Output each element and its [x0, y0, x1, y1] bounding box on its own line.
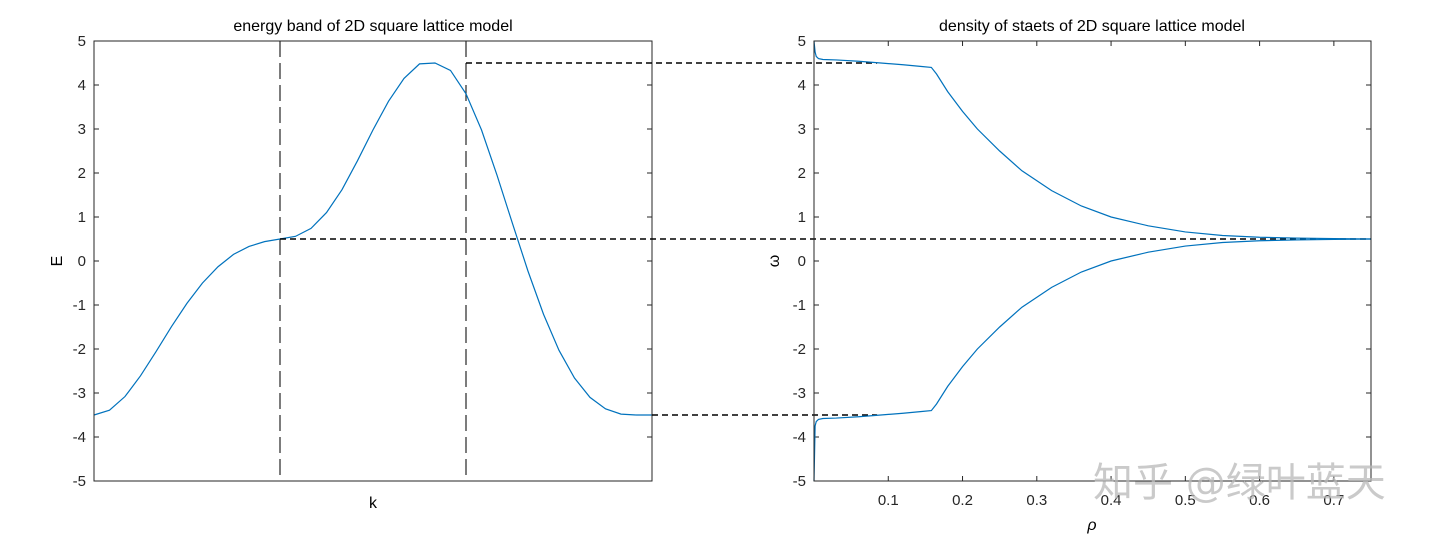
energy-band-y-tick-label: -4	[73, 429, 86, 446]
energy-band-y-tick-label: -1	[73, 297, 86, 314]
connector-lines	[280, 62, 1371, 416]
energy-band-y-tick-label: 4	[78, 77, 86, 94]
energy-band-y-tick-label: -2	[73, 341, 86, 358]
dos-series	[813, 40, 1372, 482]
dos-y-tick-label: -1	[793, 297, 806, 314]
dos-x-tick-label: 0.2	[952, 492, 973, 509]
energy-band-guides	[279, 41, 467, 481]
dos-y-tick-label: 2	[798, 165, 806, 182]
dos-lower-branch	[813, 238, 1372, 482]
energy-band-frame	[93, 40, 653, 482]
dos-x-ticks: 0.1 0.2 0.3 0.4 0.5 0.6 0.7	[878, 41, 1344, 509]
energy-band-y-tick-label: 0	[78, 253, 86, 270]
energy-band-y-tick-label: 2	[78, 165, 86, 182]
dos-y-tick-label: 1	[798, 209, 806, 226]
dos-y-tick-label: 5	[798, 33, 806, 50]
dos-title: density of staets of 2D square lattice m…	[939, 18, 1245, 35]
energy-band-line	[93, 62, 652, 416]
dos-x-tick-label: 0.4	[1101, 492, 1122, 509]
energy-band-series	[93, 62, 652, 416]
energy-band-xlabel: k	[369, 495, 378, 512]
dos-y-tick-label: 0	[798, 253, 806, 270]
energy-band-title: energy band of 2D square lattice model	[233, 18, 512, 35]
dos-y-tick-label: 3	[798, 121, 806, 138]
density-of-states-axes: density of staets of 2D square lattice m…	[766, 18, 1372, 534]
dos-ylabel: ω	[766, 255, 783, 268]
dos-y-tick-label: -3	[793, 385, 806, 402]
dos-y-tick-label: -4	[793, 429, 806, 446]
dos-y-tick-label: 4	[798, 77, 806, 94]
dos-frame	[813, 40, 1372, 482]
energy-band-y-tick-label: 5	[78, 33, 86, 50]
dos-x-tick-label: 0.3	[1026, 492, 1047, 509]
energy-band-y-tick-label: 3	[78, 121, 86, 138]
dos-y-tick-label: -5	[793, 473, 806, 490]
energy-band-y-tick-label: -5	[73, 473, 86, 490]
energy-band-ylabel: E	[49, 256, 66, 267]
dos-x-tick-label: 0.1	[878, 492, 899, 509]
watermark: 知乎 @绿叶蓝天	[1093, 460, 1386, 506]
dos-x-tick-label: 0.5	[1175, 492, 1196, 509]
dos-x-tick-label: 0.7	[1323, 492, 1344, 509]
dos-x-tick-label: 0.6	[1249, 492, 1270, 509]
energy-band-y-tick-label: -3	[73, 385, 86, 402]
energy-band-y-tick-label: 1	[78, 209, 86, 226]
dos-xlabel: ρ	[1086, 517, 1096, 534]
energy-band-y-ticks: -5 -4 -3 -2 -1 0 1 2 3 4 5	[73, 33, 652, 490]
dos-y-tick-label: -2	[793, 341, 806, 358]
energy-band-axes: energy band of 2D square lattice model k…	[49, 18, 653, 512]
dos-upper-branch	[813, 40, 1372, 240]
